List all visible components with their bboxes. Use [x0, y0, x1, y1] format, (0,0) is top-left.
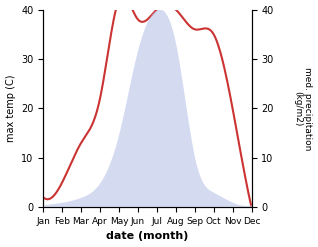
Y-axis label: max temp (C): max temp (C): [5, 75, 16, 142]
X-axis label: date (month): date (month): [106, 231, 189, 242]
Y-axis label: med. precipitation
(kg/m2): med. precipitation (kg/m2): [293, 67, 313, 150]
